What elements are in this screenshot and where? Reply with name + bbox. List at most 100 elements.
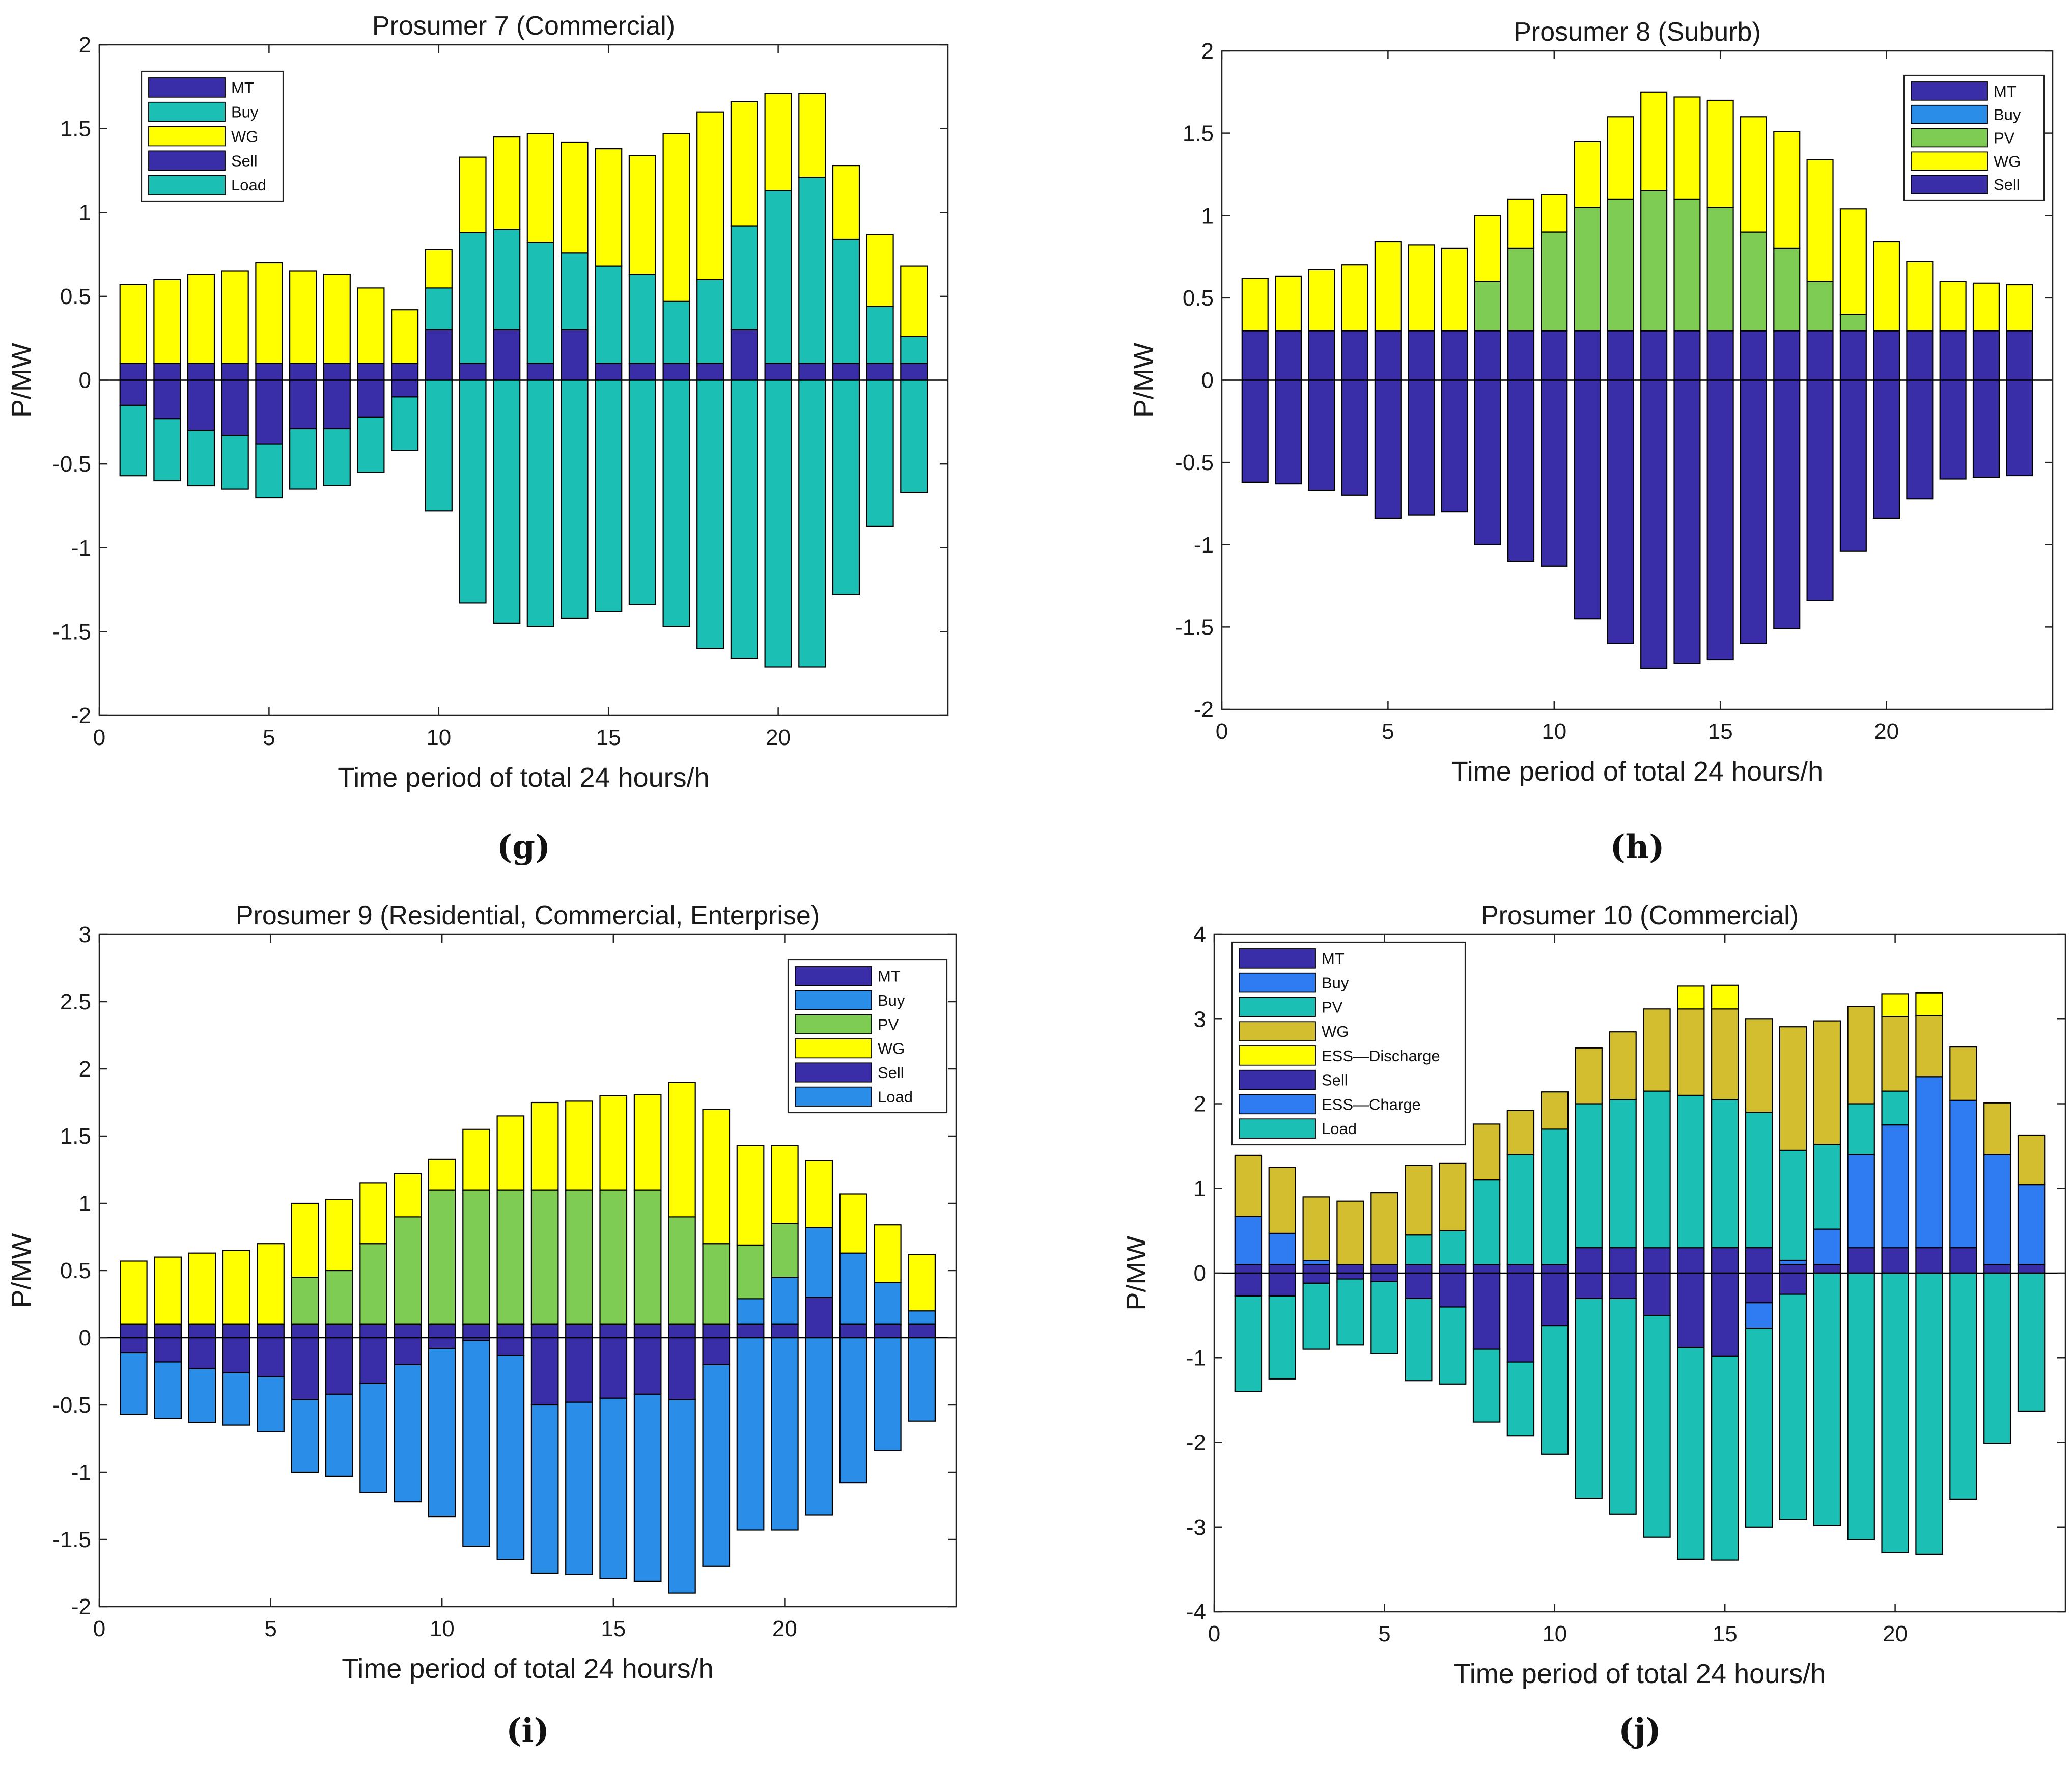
legend: MT Buy PV WG ESS—Discharge Sell ESS—Charge Load xyxy=(1231,941,1466,1146)
bar-sell-t5 xyxy=(257,1337,285,1377)
bar-pv-t13 xyxy=(1640,190,1668,332)
y-tick-label: 1.5 xyxy=(60,1124,91,1149)
bar-wg-t4 xyxy=(222,1250,250,1325)
bar-wg-t18 xyxy=(702,1109,731,1245)
bar-sell-t3 xyxy=(1308,379,1335,491)
bar-wg-t21 xyxy=(1915,1015,1943,1078)
bar-load-t13 xyxy=(1643,1315,1671,1538)
legend-label: Sell xyxy=(1322,1071,1348,1089)
bar-sell-t14 xyxy=(1677,1272,1705,1348)
bar-load-t4 xyxy=(221,435,249,490)
bar-pv-t13 xyxy=(1643,1090,1671,1249)
bar-mt-t9 xyxy=(1507,330,1535,381)
bar-load-t5 xyxy=(255,443,283,499)
legend-swatch xyxy=(1911,81,1988,101)
bar-sell-t14 xyxy=(1673,379,1701,664)
legend-label: WG xyxy=(1322,1023,1349,1040)
x-tick-label: 20 xyxy=(1883,1621,1908,1646)
bar-buy-t14 xyxy=(561,252,589,330)
y-tick-label: -1 xyxy=(71,1460,91,1485)
bar-mt-t10 xyxy=(425,329,453,381)
bar-wg-t2 xyxy=(1275,275,1302,332)
bar-wg-t22 xyxy=(832,165,860,240)
bar-load-t9 xyxy=(1506,1361,1535,1437)
bar-wg-t21 xyxy=(798,93,826,178)
legend-label: MT xyxy=(231,79,254,97)
bar-load-t8 xyxy=(357,416,385,473)
bar-load-t5 xyxy=(257,1376,285,1432)
bar-load-t8 xyxy=(1472,1348,1501,1423)
bar-mt-t7 xyxy=(1439,1264,1467,1274)
bar-buy-t3 xyxy=(1302,1260,1330,1265)
bar-pv-t12 xyxy=(1609,1099,1637,1249)
y-tick-label: -1 xyxy=(1186,1345,1206,1370)
bar-load-t3 xyxy=(187,430,215,487)
legend-label: MT xyxy=(1994,82,2017,100)
legend-swatch xyxy=(148,150,226,171)
bar-mt-t1 xyxy=(120,1323,148,1339)
bar-mt-t4 xyxy=(222,1323,250,1339)
bar-buy-t13 xyxy=(526,242,554,364)
x-tick-label: 0 xyxy=(1208,1621,1220,1646)
bar-mt-t9 xyxy=(1506,1264,1535,1274)
bar-mt-t15 xyxy=(1706,330,1734,381)
bar-buy-t2 xyxy=(1268,1232,1296,1265)
bar-pv-t15 xyxy=(599,1189,628,1325)
bar-wg-t15 xyxy=(1711,1008,1739,1100)
y-tick-label: 0.5 xyxy=(1183,286,1214,311)
bar-wg-t4 xyxy=(221,270,249,364)
legend-label: Sell xyxy=(231,152,258,170)
bar-load-t16 xyxy=(633,1393,662,1582)
bar-load-t11 xyxy=(1575,1298,1603,1499)
bar-mt-t22 xyxy=(839,1323,867,1339)
bar-load-t22 xyxy=(1949,1272,1977,1500)
bar-sell-t1 xyxy=(120,1337,148,1354)
bar-mt-t5 xyxy=(1374,330,1402,381)
bar-wg-t19 xyxy=(736,1145,765,1246)
bar-load-t11 xyxy=(462,1340,490,1547)
bar-mt-t16 xyxy=(1745,1247,1773,1274)
legend-swatch xyxy=(148,175,226,195)
bar-mt-t19 xyxy=(736,1323,765,1339)
bar-mt-t21 xyxy=(798,363,826,381)
bar-wg-t3 xyxy=(188,1252,216,1325)
chart-g: 0 5 10 15 20 -2 -1.5 -1 -0.5 0 0.5 1 1.5 2 Prosumer 7 … xyxy=(6,11,949,866)
y-tick-label: 2 xyxy=(1194,1092,1206,1117)
bar-wg-t9 xyxy=(1507,198,1535,249)
bar-sell-t5 xyxy=(1374,379,1402,519)
bar-buy-t21 xyxy=(1915,1076,1943,1249)
bar-wg-t3 xyxy=(187,273,215,364)
bar-wg-t18 xyxy=(1813,1020,1841,1145)
legend-swatch xyxy=(795,990,872,1010)
bar-pv-t16 xyxy=(633,1189,662,1325)
bar-sell-t7 xyxy=(325,1337,353,1395)
bar-mt-t17 xyxy=(662,363,690,381)
bar-mt-t15 xyxy=(599,1323,628,1339)
legend-swatch xyxy=(1239,1094,1316,1115)
x-tick-label: 15 xyxy=(601,1616,626,1641)
bar-pv-t16 xyxy=(1740,231,1768,332)
legend-label: ESS—Charge xyxy=(1322,1095,1421,1113)
bar-wg-t23 xyxy=(1983,1102,2011,1155)
bar-load-t24 xyxy=(900,379,928,493)
bar-pv-t17 xyxy=(1773,247,1801,332)
bar-mt-t10 xyxy=(1541,330,1568,381)
bar-wg-t5 xyxy=(1370,1192,1398,1265)
bar-wg-t2 xyxy=(1268,1167,1296,1234)
bar-wg-t1 xyxy=(119,284,147,364)
y-axis-label: P/MW xyxy=(1121,1235,1152,1310)
bar-load-t15 xyxy=(595,379,623,612)
bar-buy-t21 xyxy=(798,177,826,364)
bar-buy-t22 xyxy=(839,1252,867,1325)
bar-wg-t7 xyxy=(323,273,351,364)
bar-wg-t13 xyxy=(526,133,554,243)
bar-sell-t16 xyxy=(1745,1272,1773,1304)
bar-load-t17 xyxy=(668,1399,696,1594)
bar-load-t12 xyxy=(1609,1298,1637,1515)
bar-mt-t23 xyxy=(866,363,894,381)
bar-sell-t1 xyxy=(1234,1272,1263,1297)
bar-ess-discharge-t15 xyxy=(1711,984,1739,1010)
x-tick-label: 20 xyxy=(1874,719,1899,744)
bar-sell-t4 xyxy=(1341,379,1368,496)
bar-mt-t12 xyxy=(1607,330,1634,381)
